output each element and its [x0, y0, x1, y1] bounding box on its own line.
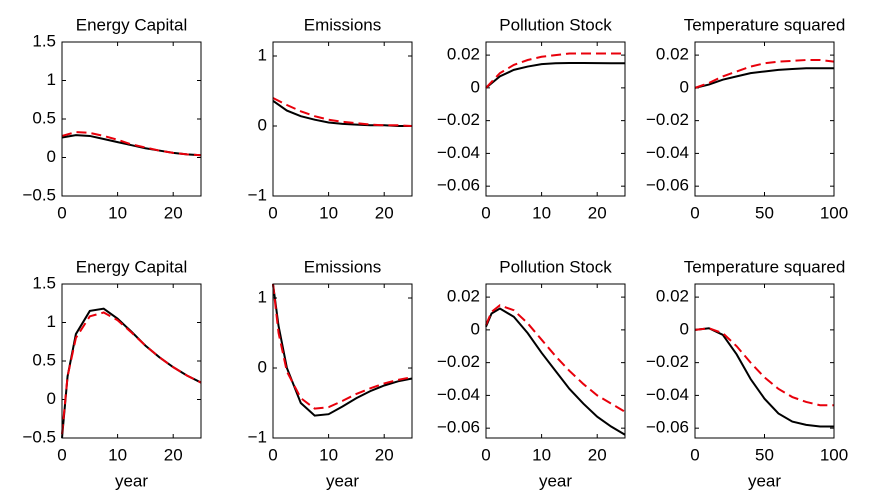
x-tick-label: 20 [164, 445, 183, 464]
subplot-title: Energy Capital [76, 257, 188, 276]
x-tick-label: 10 [108, 203, 127, 222]
plot-frame [272, 41, 413, 197]
x-tick-label: 0 [481, 445, 490, 464]
x-tick-label: 20 [375, 445, 394, 464]
y-tick-label: 0 [258, 357, 267, 376]
plot-frame [694, 41, 835, 197]
subplot-title: Pollution Stock [499, 257, 612, 276]
x-axis-label: year [748, 471, 781, 490]
y-tick-label: 1.5 [32, 273, 56, 292]
data-line [694, 327, 834, 407]
data-line [485, 61, 625, 89]
x-tick-label: 0 [57, 445, 66, 464]
x-tick-label: 20 [588, 203, 607, 222]
x-axis-label: year [539, 471, 572, 490]
y-tick-label: −0.02 [646, 352, 689, 371]
y-tick-label: 0.02 [447, 45, 480, 64]
y-tick-label: −0.04 [646, 143, 689, 162]
data-line [694, 67, 834, 89]
y-tick-label: −0.06 [646, 176, 689, 195]
y-tick-label: 1 [47, 70, 56, 89]
y-tick-label: −0.02 [437, 110, 480, 129]
plot-frame [485, 283, 626, 439]
x-axis-label: year [115, 471, 148, 490]
y-tick-label: 0 [471, 77, 480, 96]
y-tick-label: 0 [258, 115, 267, 134]
y-tick-label: 1 [258, 287, 267, 306]
x-tick-label: 0 [481, 203, 490, 222]
x-tick-label: 0 [690, 445, 699, 464]
y-tick-label: −0.5 [22, 427, 56, 446]
y-tick-label: 0.02 [656, 45, 689, 64]
y-tick-label: −0.06 [437, 176, 480, 195]
plot-frame [485, 41, 626, 197]
x-tick-label: 10 [532, 445, 551, 464]
plot-frame [61, 41, 202, 197]
y-tick-label: 0 [47, 389, 56, 408]
x-tick-label: 20 [588, 445, 607, 464]
y-tick-label: −0.5 [22, 185, 56, 204]
y-tick-label: 0.5 [32, 350, 56, 369]
x-tick-label: 0 [690, 203, 699, 222]
x-tick-label: 0 [268, 203, 277, 222]
y-tick-label: 0.5 [32, 108, 56, 127]
data-line [61, 311, 202, 435]
y-tick-label: −0.06 [646, 418, 689, 437]
y-tick-label: 0.02 [656, 287, 689, 306]
data-line [61, 131, 202, 157]
x-tick-label: 0 [57, 203, 66, 222]
data-line [485, 307, 626, 436]
subplot-title: Energy Capital [76, 15, 188, 34]
x-tick-label: 20 [375, 203, 394, 222]
y-tick-label: −0.04 [646, 385, 689, 404]
data-line [272, 283, 413, 410]
data-line [272, 283, 413, 417]
y-tick-label: 0 [471, 319, 480, 338]
y-tick-label: 0 [680, 319, 689, 338]
data-line [272, 99, 412, 127]
subplot-title: Emissions [304, 257, 381, 276]
y-tick-label: 0 [680, 77, 689, 96]
subplot-title: Pollution Stock [499, 15, 612, 34]
y-tick-label: −0.02 [437, 352, 480, 371]
x-tick-label: 100 [820, 203, 848, 222]
x-tick-label: 50 [755, 445, 774, 464]
data-line [485, 52, 625, 89]
subplot-title: Emissions [304, 15, 381, 34]
data-line [485, 304, 626, 413]
y-tick-label: −1 [248, 427, 267, 446]
x-tick-label: 10 [108, 445, 127, 464]
x-axis-label: year [326, 471, 359, 490]
x-tick-label: 50 [755, 203, 774, 222]
y-tick-label: 1.5 [32, 31, 56, 50]
y-tick-label: −0.06 [437, 418, 480, 437]
x-tick-label: 10 [532, 203, 551, 222]
x-tick-label: 100 [820, 445, 848, 464]
subplot-title: Temperature squared [684, 257, 846, 276]
y-tick-label: −1 [248, 185, 267, 204]
subplot-title: Temperature squared [684, 15, 846, 34]
y-tick-label: 1 [258, 45, 267, 64]
y-tick-label: −0.04 [437, 385, 480, 404]
data-line [694, 327, 834, 428]
data-line [61, 134, 202, 157]
plot-frame [272, 283, 413, 439]
plot-frame [694, 283, 835, 439]
x-tick-label: 20 [164, 203, 183, 222]
plot-frame [61, 283, 202, 439]
y-tick-label: 0.02 [447, 287, 480, 306]
data-line [694, 59, 835, 89]
x-tick-label: 10 [319, 445, 338, 464]
y-tick-label: 1 [47, 312, 56, 331]
y-tick-label: −0.04 [437, 143, 480, 162]
x-tick-label: 0 [268, 445, 277, 464]
y-tick-label: 0 [47, 147, 56, 166]
x-tick-label: 10 [319, 203, 338, 222]
y-tick-label: −0.02 [646, 110, 689, 129]
data-line [272, 97, 413, 127]
